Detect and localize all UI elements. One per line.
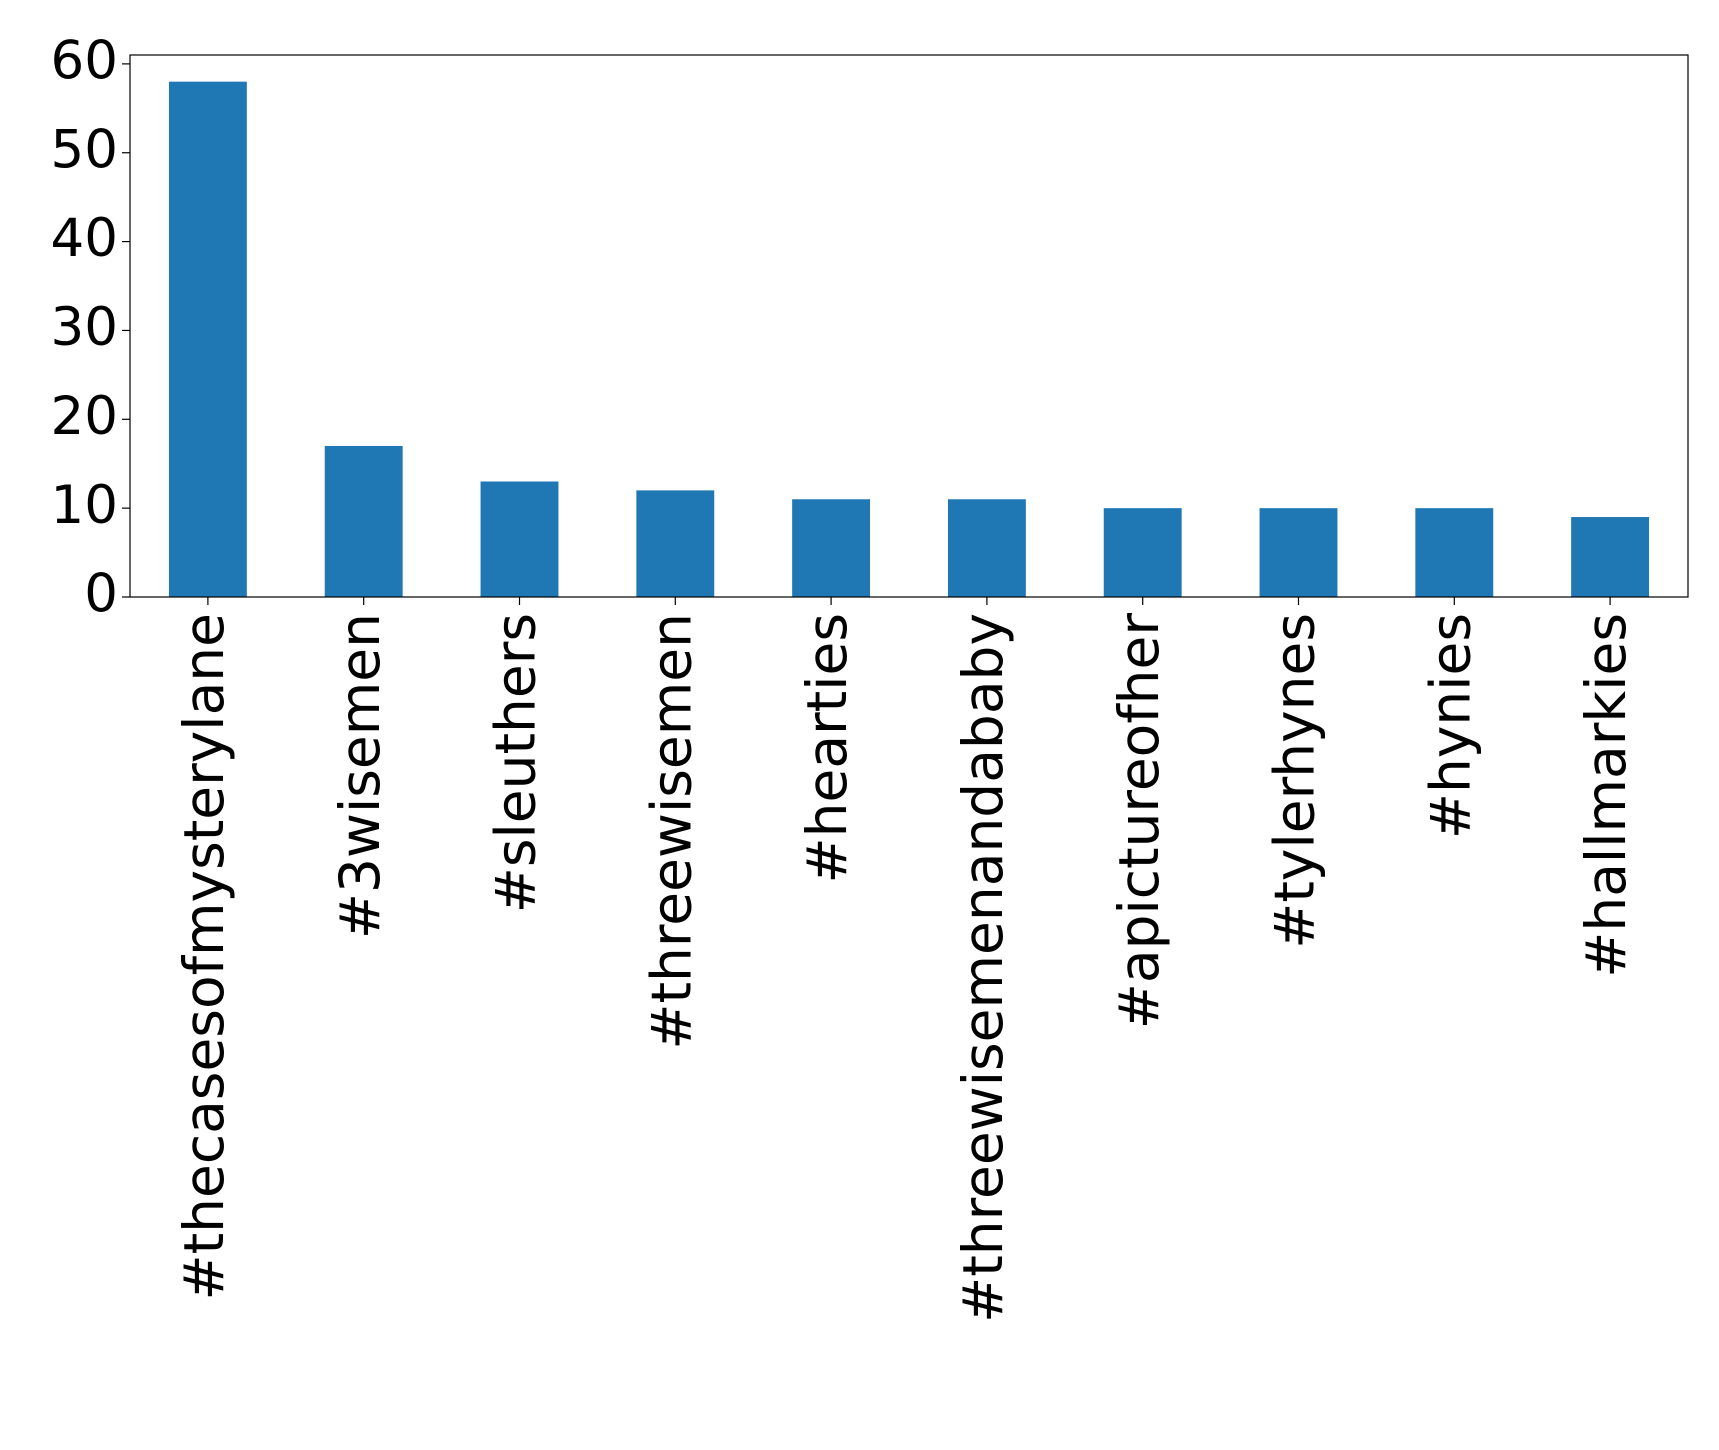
x-tick-label: #3wisemen xyxy=(328,613,392,939)
y-tick-label: 0 xyxy=(84,564,118,625)
bar xyxy=(1259,508,1338,597)
x-tick-label: #threewisemen xyxy=(639,613,703,1050)
x-tick-label: #threewisemenandababy xyxy=(951,613,1015,1323)
bar xyxy=(168,81,247,597)
bar xyxy=(480,481,559,597)
bar xyxy=(792,499,871,597)
bar xyxy=(636,490,715,597)
bar xyxy=(1103,508,1182,597)
bar xyxy=(1415,508,1494,597)
x-tick-label: #apictureofher xyxy=(1107,613,1171,1030)
y-tick-label: 30 xyxy=(51,297,118,358)
x-tick-label: #hearties xyxy=(795,613,859,883)
axes-frame xyxy=(129,54,1689,598)
y-tick-label: 60 xyxy=(51,31,118,92)
x-tick-label: #sleuthers xyxy=(484,613,548,913)
y-tick-label: 40 xyxy=(51,208,118,269)
y-tick-label: 50 xyxy=(51,119,118,180)
x-tick-label: #tylerhynes xyxy=(1263,613,1327,949)
bar xyxy=(1571,517,1650,597)
x-tick-label: #hallmarkies xyxy=(1574,613,1638,978)
x-tick-label: #thecasesofmysterylane xyxy=(172,613,236,1300)
y-tick-label: 10 xyxy=(51,475,118,536)
bar xyxy=(947,499,1026,597)
y-tick-label: 20 xyxy=(51,386,118,447)
bar xyxy=(324,445,403,597)
x-tick-label: #hynies xyxy=(1418,613,1482,839)
